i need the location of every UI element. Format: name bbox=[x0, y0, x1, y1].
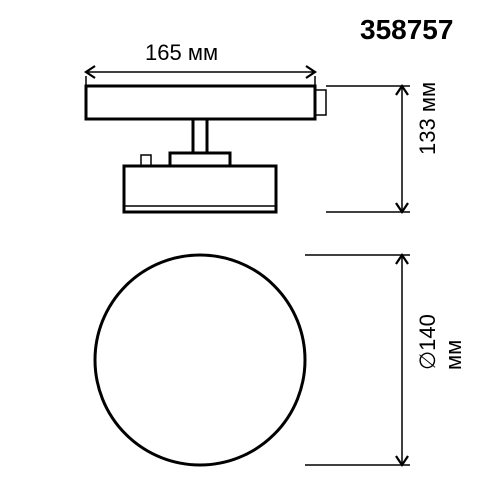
technical-drawing bbox=[0, 0, 500, 500]
diagram-canvas: 358757 165 мм 133 мм ∅140 мм bbox=[0, 0, 500, 500]
product-code: 358757 bbox=[360, 14, 453, 46]
width-dimension-label: 165 мм bbox=[145, 40, 218, 66]
height-dimension-label: 133 мм bbox=[415, 82, 441, 155]
diameter-dimension-label: ∅140 мм bbox=[415, 285, 467, 370]
